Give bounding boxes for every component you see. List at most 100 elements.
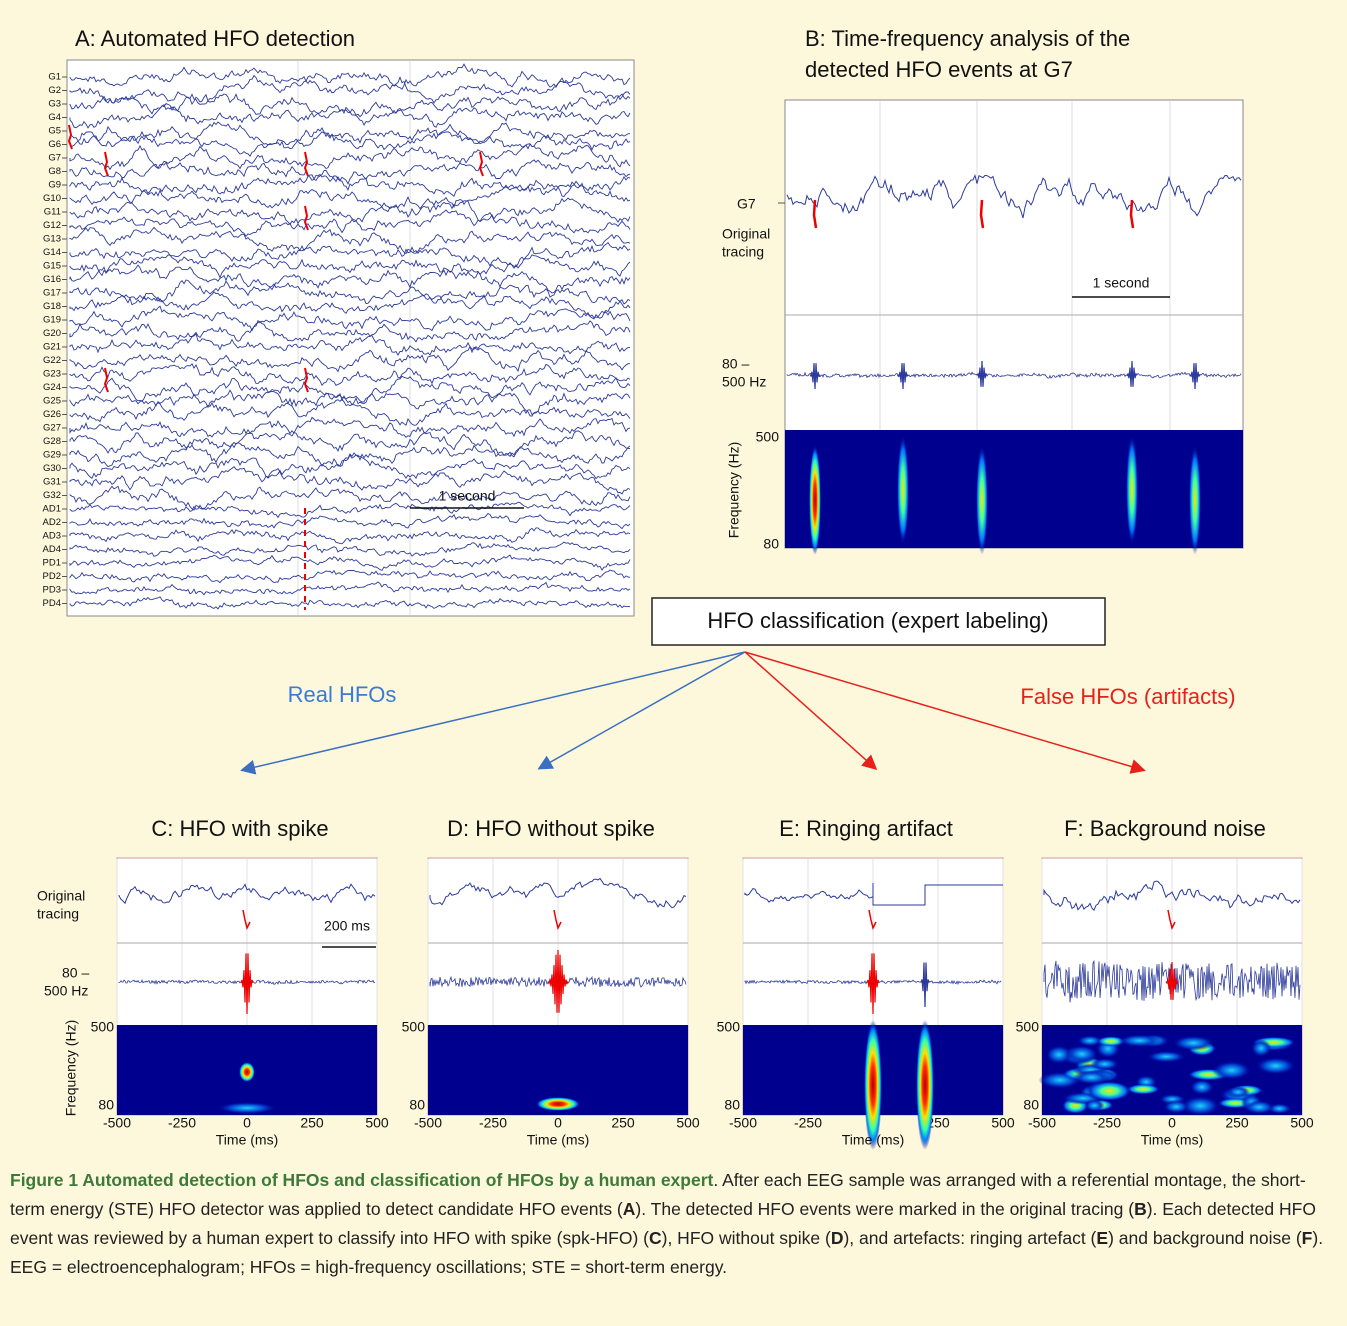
channel-label: G7 [737,196,756,212]
panel-title: C: HFO with spike [151,816,328,841]
spectral-blob [239,1062,255,1082]
eeg-trace [69,333,631,357]
original-label: tracing [37,906,79,922]
channel-label: PD3 [43,585,61,596]
spectral-blob [1226,1086,1250,1099]
x-tick-label: 500 [365,1115,389,1131]
eeg-trace [69,596,631,610]
filtered-event [1189,363,1201,390]
arrow [744,651,1146,774]
spectral-blob [1077,1035,1103,1047]
spectral-blob [809,445,821,555]
channel-label: PD4 [43,598,61,609]
freq-tick-label: 80 [1023,1097,1039,1113]
x-tick-label: 0 [1168,1115,1176,1131]
original-trace [744,883,1003,906]
channel-label: G28 [43,436,61,447]
spectral-blob [1118,1034,1161,1047]
scale-label: 200 ms [324,918,370,934]
panel-b-title: detected HFO events at G7 [805,57,1073,82]
spectral-blob [916,1020,934,1150]
real-label: Real HFOs [288,682,397,707]
panel-title: D: HFO without spike [447,816,655,841]
eeg-trace [69,63,631,90]
eeg-trace [69,501,631,519]
x-axis-label: Time (ms) [1141,1132,1203,1148]
spectral-blob [1172,1035,1215,1051]
eeg-trace [69,513,631,530]
detected-hfo [868,909,877,931]
channel-label: AD1 [43,504,61,515]
eeg-trace [69,279,631,305]
eeg-trace [69,180,631,213]
channel-label: G7 [48,153,61,164]
channel-label: G18 [43,301,61,312]
panel-title: F: Background noise [1064,816,1266,841]
eeg-trace [69,362,631,387]
filtered-hfo [866,953,880,1015]
detected-hfo [303,151,309,177]
channel-label: G3 [48,99,61,110]
freq-tick-label: 80 [98,1097,114,1113]
filtered-hfo [1165,961,1179,1000]
panel-a-title: A: Automated HFO detection [75,26,355,51]
spectral-blob [1084,1099,1105,1112]
detected-hfo [67,124,73,150]
eeg-trace [69,398,631,426]
eeg-trace [69,103,631,129]
filter-label: 500 Hz [722,374,766,390]
spectral-blob [1211,1060,1252,1080]
channel-label: G1 [48,72,61,83]
eeg-trace [69,430,631,458]
filter-label: 80 – [62,965,89,981]
spectral-blob [1126,1084,1160,1095]
caption-text: ) and background noise ( [1108,1228,1302,1248]
channel-label: G25 [43,396,61,407]
spectral-blob [864,1020,882,1150]
channel-label: G2 [48,85,61,96]
spectral-blob [1045,1045,1073,1064]
channel-label: G16 [43,274,61,285]
detected-hfo [478,151,484,177]
freq-tick-label: 80 [409,1097,425,1113]
eeg-trace [69,375,631,403]
channel-label: G6 [48,139,61,150]
eeg-trace [69,554,631,571]
eeg-trace [69,121,631,148]
detected-hfo [103,151,109,177]
eeg-trace [69,226,631,255]
filtered-event [920,962,930,1008]
x-tick-label: -250 [168,1115,196,1131]
eeg-trace [69,320,631,343]
caption-text: ), HFO without spike ( [661,1228,831,1248]
spectral-blob [1088,1081,1131,1101]
x-axis-label: Time (ms) [842,1132,904,1148]
eeg-trace [69,466,631,495]
eeg-trace [69,305,631,332]
freq-tick-label: 80 [763,536,779,552]
eeg-trace [69,454,631,480]
spectral-blob [217,1102,277,1114]
caption-text: D [830,1228,844,1248]
channel-label: G24 [43,382,61,393]
original-trace [786,173,1242,219]
x-tick-label: 250 [300,1115,324,1131]
eeg-trace [69,159,631,185]
spectral-blob [1189,1079,1214,1095]
caption-title: Figure 1 Automated detection of HFOs and… [10,1170,714,1190]
eeg-trace [69,254,631,279]
x-tick-label: -250 [479,1115,507,1131]
freq-tick-label: 500 [756,429,780,445]
x-axis-label: Time (ms) [527,1132,589,1148]
x-tick-label: 250 [611,1115,635,1131]
filtered-event [809,363,821,390]
channel-label: G13 [43,234,61,245]
detected-hfo [1167,909,1176,931]
x-tick-label: -500 [103,1115,131,1131]
freq-tick-label: 500 [402,1019,426,1035]
eeg-trace [69,127,631,158]
eeg-trace [69,264,631,294]
spectral-blob [1189,445,1201,555]
spectral-blob [1146,1050,1186,1063]
original-trace [118,883,376,905]
